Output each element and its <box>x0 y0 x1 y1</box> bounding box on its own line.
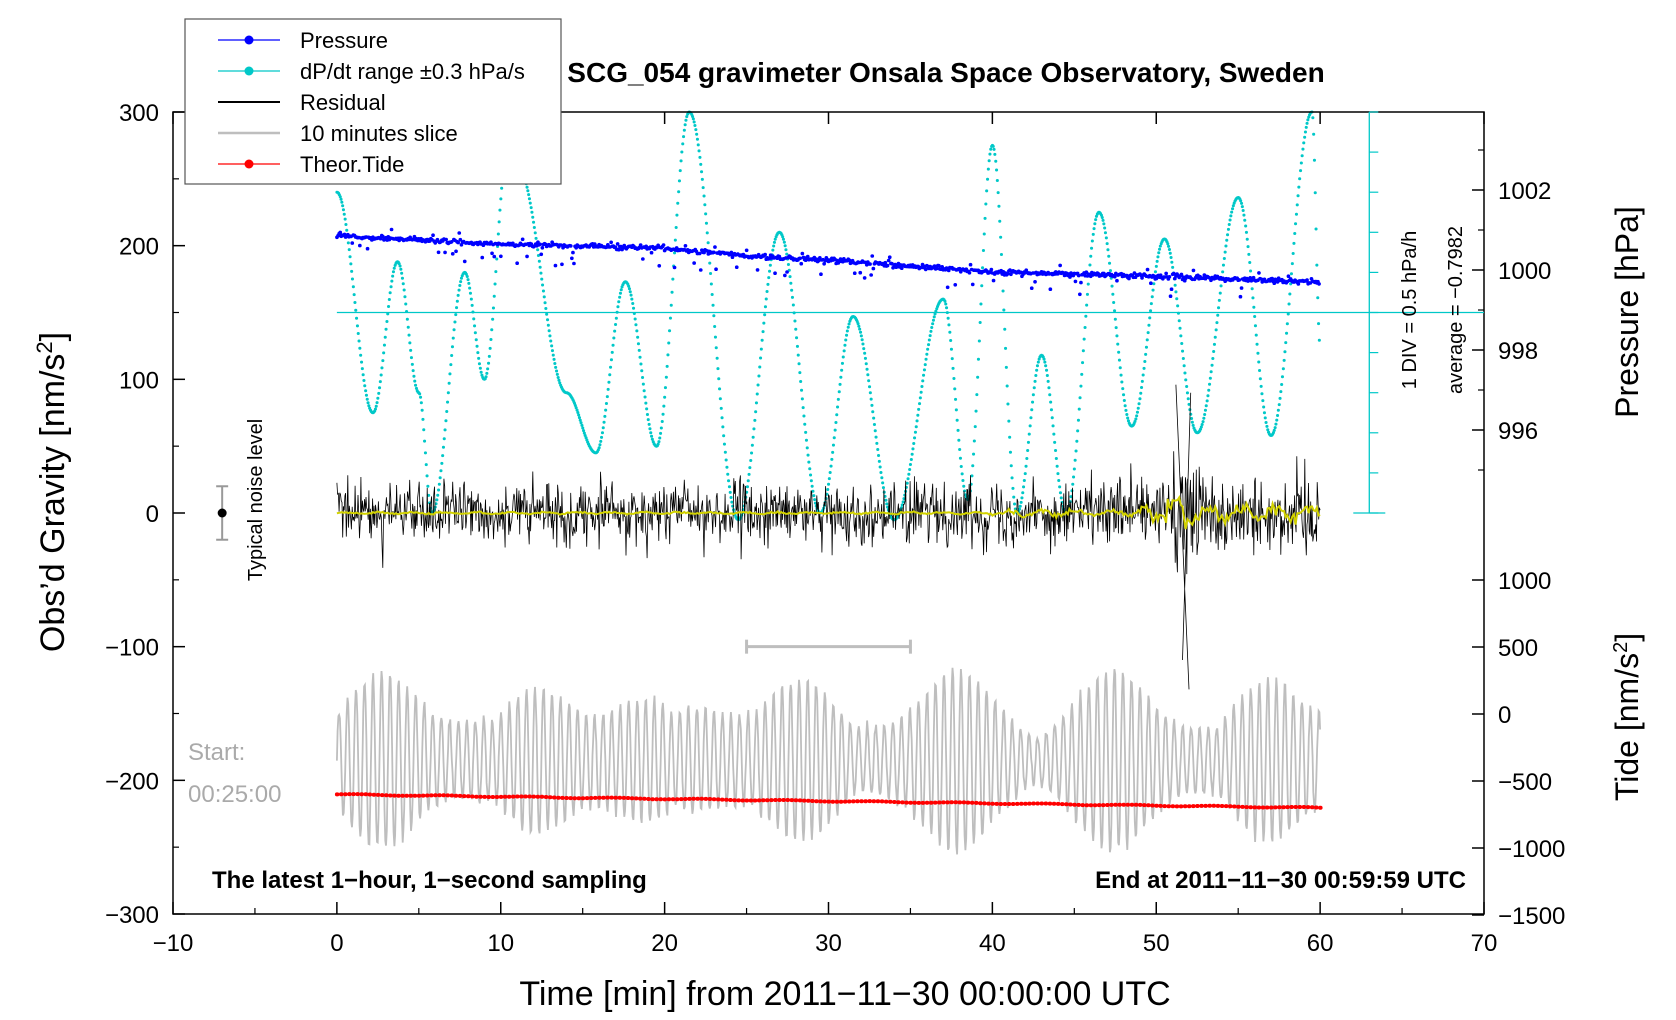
x-tick-label: 10 <box>487 930 514 957</box>
y-tick-label: −300 <box>105 902 159 929</box>
sampling-note: The latest 1−hour, 1−second sampling <box>212 867 647 894</box>
y-tick-label: −100 <box>105 635 159 662</box>
legend-marker-dpdt <box>244 66 254 76</box>
pressure-tick-label: 1002 <box>1498 178 1551 205</box>
legend-entry-tide: Theor.Tide <box>218 152 404 177</box>
x-tick-label: 70 <box>1471 930 1498 957</box>
legend-marker-pressure <box>244 35 254 45</box>
x-tick-label: 50 <box>1143 930 1170 957</box>
x-tick-label: 0 <box>330 930 343 957</box>
y-axis-label-tide: Tide [nm/s2] <box>1609 633 1645 801</box>
x-tick-label: 60 <box>1307 930 1334 957</box>
tide-curve <box>334 792 1323 810</box>
average-label: average = −0.7982 <box>1445 226 1467 394</box>
legend-entry-dpdt: dP/dt range ±0.3 hPa/s <box>218 59 525 84</box>
slice-trace <box>336 667 1321 855</box>
start-label: Start: <box>188 739 245 766</box>
legend-entry-residual: Residual <box>218 90 386 115</box>
y-tick-label: 300 <box>119 100 159 127</box>
legend-label-dpdt: dP/dt range ±0.3 hPa/s <box>300 59 525 84</box>
tide-tick-label: −1000 <box>1498 836 1565 863</box>
x-tick-label: 30 <box>815 930 842 957</box>
legend-label-residual: Residual <box>300 90 386 115</box>
legend-label-tide: Theor.Tide <box>300 152 404 177</box>
dpdt-series <box>335 110 1321 522</box>
y-tick-label: 200 <box>119 234 159 261</box>
tide-tick-label: 0 <box>1498 702 1511 729</box>
y-axis-label-gravity: Obs’d Gravity [nm/s2] <box>32 332 72 652</box>
x-tick-label: −10 <box>153 930 194 957</box>
noise-level-point <box>217 508 227 518</box>
residual-trace <box>336 384 1321 690</box>
axes: −10 0 10 20 30 40 50 60 70−300−200−1000100200300… <box>105 100 1565 957</box>
y-tick-label: 100 <box>119 367 159 394</box>
chart-title: SCG_054 gravimeter Onsala Space Observat… <box>567 57 1324 88</box>
pressure-series <box>335 227 1321 299</box>
end-time-note: End at 2011−11−30 00:59:59 UTC <box>1095 867 1466 894</box>
residual-series <box>336 384 1321 690</box>
noise-level-label: Typical noise level <box>245 419 267 581</box>
legend-marker-tide <box>244 159 254 169</box>
pressure-dots <box>335 227 1321 299</box>
x-tick-label: 20 <box>651 930 678 957</box>
legend-entry-slice: 10 minutes slice <box>218 121 458 146</box>
tide-tick-label: −1500 <box>1498 903 1565 930</box>
tide-tick-label: 1000 <box>1498 568 1551 595</box>
legend-label-pressure: Pressure <box>300 28 388 53</box>
legend-label-slice: 10 minutes slice <box>300 121 458 146</box>
x-tick-label: 40 <box>979 930 1006 957</box>
div-scale-label: 1 DIV = 0.5 hPa/h <box>1399 231 1421 389</box>
residual-smoothed-trace <box>336 494 1321 530</box>
x-axis-label: Time [min] from 2011−11−30 00:00:00 UTC <box>519 975 1170 1013</box>
y-tick-label: −200 <box>105 768 159 795</box>
legend-entry-pressure: Pressure <box>218 28 388 53</box>
pressure-tick-label: 1000 <box>1498 258 1551 285</box>
pressure-tick-label: 998 <box>1498 338 1538 365</box>
theoretical-tide-series <box>334 792 1323 810</box>
start-time: 00:25:00 <box>188 781 281 808</box>
tide-tick-label: 500 <box>1498 635 1538 662</box>
legend: Pressure dP/dt range ±0.3 hPa/s Residual… <box>184 18 562 185</box>
tide-tick-label: −500 <box>1498 769 1552 796</box>
y-tick-label: 0 <box>146 501 159 528</box>
ten-minute-slice-series <box>336 667 1321 855</box>
dpdt-curve <box>335 110 1321 522</box>
pressure-tick-label: 996 <box>1498 418 1538 445</box>
y-axis-label-pressure: Pressure [hPa] <box>1609 206 1645 418</box>
